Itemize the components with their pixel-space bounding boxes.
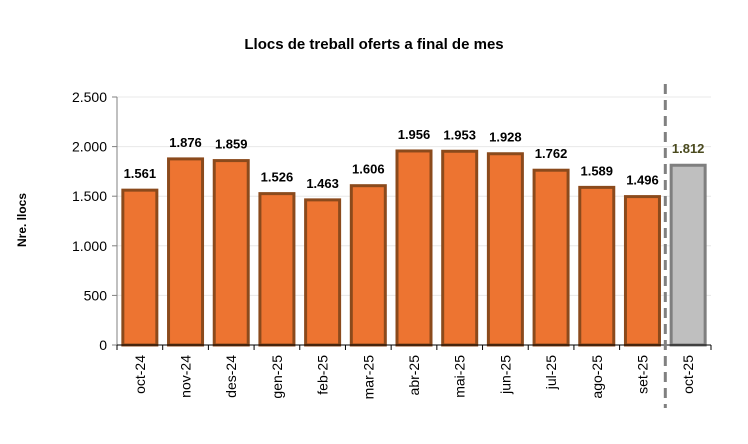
x-tick-label: jul-25 — [543, 355, 559, 390]
x-tick-label: jun-25 — [497, 355, 513, 395]
y-tick-label: 2.500 — [72, 89, 107, 105]
data-label: 1.928 — [489, 130, 522, 145]
x-tick-label: des-24 — [223, 355, 239, 398]
x-tick-label: mar-25 — [360, 355, 376, 400]
bar-ago-25 — [578, 185, 616, 347]
data-label: 1.859 — [215, 137, 248, 152]
data-label: 1.561 — [124, 166, 157, 181]
y-tick-label: 0 — [99, 337, 107, 353]
x-tick-label: feb-25 — [315, 355, 331, 395]
x-tick-label: abr-25 — [406, 355, 422, 396]
data-label: 1.526 — [261, 170, 294, 185]
x-tick-label: oct-25 — [680, 355, 696, 394]
y-tick-label: 1.000 — [72, 238, 107, 254]
bar-feb-25 — [304, 198, 342, 347]
data-labels: 1.561 1.876 1.859 1.526 1.463 1.606 1.956 1.953… — [124, 127, 705, 191]
chart-title: Llocs de treball oferts a final de mes — [244, 36, 504, 53]
bar-mai-25 — [441, 149, 479, 347]
bar-des-24 — [212, 159, 250, 347]
data-label: 1.812 — [672, 141, 705, 156]
y-axis: 0 500 1.000 1.500 2.000 2.500 — [72, 89, 118, 353]
data-label: 1.876 — [169, 135, 202, 150]
bars — [121, 149, 707, 347]
bar-oct-25 — [669, 163, 707, 347]
x-tick-label: gen-25 — [269, 355, 285, 399]
bar-gen-25 — [258, 192, 296, 347]
bar-oct-24 — [121, 188, 159, 347]
y-tick-label: 500 — [84, 287, 108, 303]
data-label: 1.496 — [626, 173, 659, 188]
x-tick-label: ago-25 — [589, 355, 605, 399]
x-axis: oct-24 nov-24 des-24 gen-25 feb-25 mar-25 abr-… — [116, 344, 712, 400]
x-tick-label: oct-24 — [132, 355, 148, 394]
bar-jul-25 — [532, 168, 570, 347]
data-label: 1.463 — [306, 176, 339, 191]
x-tick-label: nov-24 — [178, 355, 194, 398]
data-label: 1.606 — [352, 162, 385, 177]
bar-jun-25 — [486, 152, 524, 347]
y-tick-label: 2.000 — [72, 139, 107, 155]
y-tick-label: 1.500 — [72, 188, 107, 204]
data-label: 1.956 — [398, 127, 431, 142]
x-tick-label: mai-25 — [452, 355, 468, 398]
x-tick-label: set-25 — [634, 355, 650, 394]
data-label: 1.762 — [535, 146, 568, 161]
data-label: 1.953 — [443, 127, 476, 142]
bar-mar-25 — [349, 184, 387, 347]
bar-abr-25 — [395, 149, 433, 347]
bar-set-25 — [623, 195, 661, 347]
data-label: 1.589 — [580, 163, 613, 178]
bar-nov-24 — [167, 157, 205, 347]
